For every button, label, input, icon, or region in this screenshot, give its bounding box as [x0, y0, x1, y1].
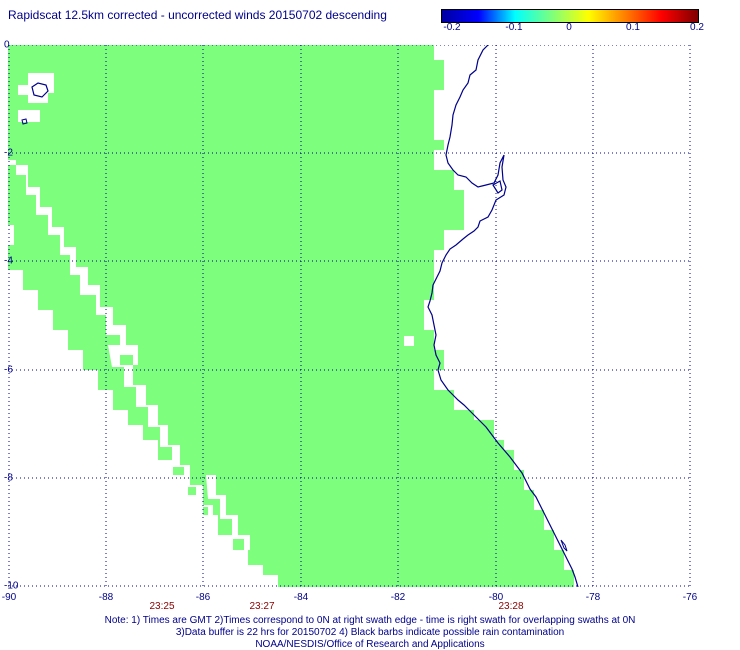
no-data-region [18, 73, 54, 103]
colorbar-label: 0.1 [626, 22, 640, 33]
swath-gap [206, 475, 250, 550]
lat-tick-label: -4 [4, 255, 13, 267]
colorbar-label: -0.1 [505, 22, 523, 33]
coastline-island [492, 180, 503, 194]
no-data-cell [404, 336, 414, 346]
lat-tick-label: -2 [4, 147, 13, 159]
colorbar-label: 0.2 [690, 22, 704, 33]
wind-difference-map [8, 45, 691, 587]
lon-tick-label: -90 [1, 592, 17, 603]
lon-tick-label: -80 [488, 592, 504, 603]
lon-tick-label: -76 [682, 592, 698, 603]
lon-tick-label: -86 [195, 592, 211, 603]
lat-tick-label: -8 [4, 472, 13, 484]
coastline-detail [560, 539, 568, 552]
colorbar-label: -0.2 [443, 22, 461, 33]
lon-tick-label: -88 [98, 592, 114, 603]
swath-coverage [8, 45, 691, 587]
color-scale-bar [441, 9, 699, 23]
swath-time-label: 23:28 [498, 601, 524, 612]
lat-tick-label: 0 [4, 39, 10, 51]
no-data-cell [18, 110, 40, 122]
swath-time-label: 23:25 [149, 601, 175, 612]
lat-tick-label: -6 [4, 364, 13, 376]
footnote-line-3: NOAA/NESDIS/Office of Research and Appli… [255, 639, 485, 650]
map-title: Rapidscat 12.5km corrected - uncorrected… [8, 8, 387, 22]
footnote-line-2: 3)Data buffer is 22 hrs for 20150702 4) … [175, 627, 565, 638]
footnote-line-1: Note: 1) Times are GMT 2)Times correspon… [104, 615, 636, 626]
land-region [424, 45, 691, 587]
coastline-island [21, 118, 28, 125]
swath-region [8, 45, 574, 587]
lat-tick-label: -10 [4, 580, 19, 592]
swath-time-label: 23:27 [249, 601, 275, 612]
lon-tick-label: -84 [293, 592, 309, 603]
coastline [427, 45, 579, 587]
no-data-region [8, 270, 278, 587]
coastline-island [31, 82, 49, 98]
lon-tick-label: -78 [585, 592, 601, 603]
colorbar-label: 0 [566, 22, 572, 33]
lon-tick-label: -82 [390, 592, 406, 603]
